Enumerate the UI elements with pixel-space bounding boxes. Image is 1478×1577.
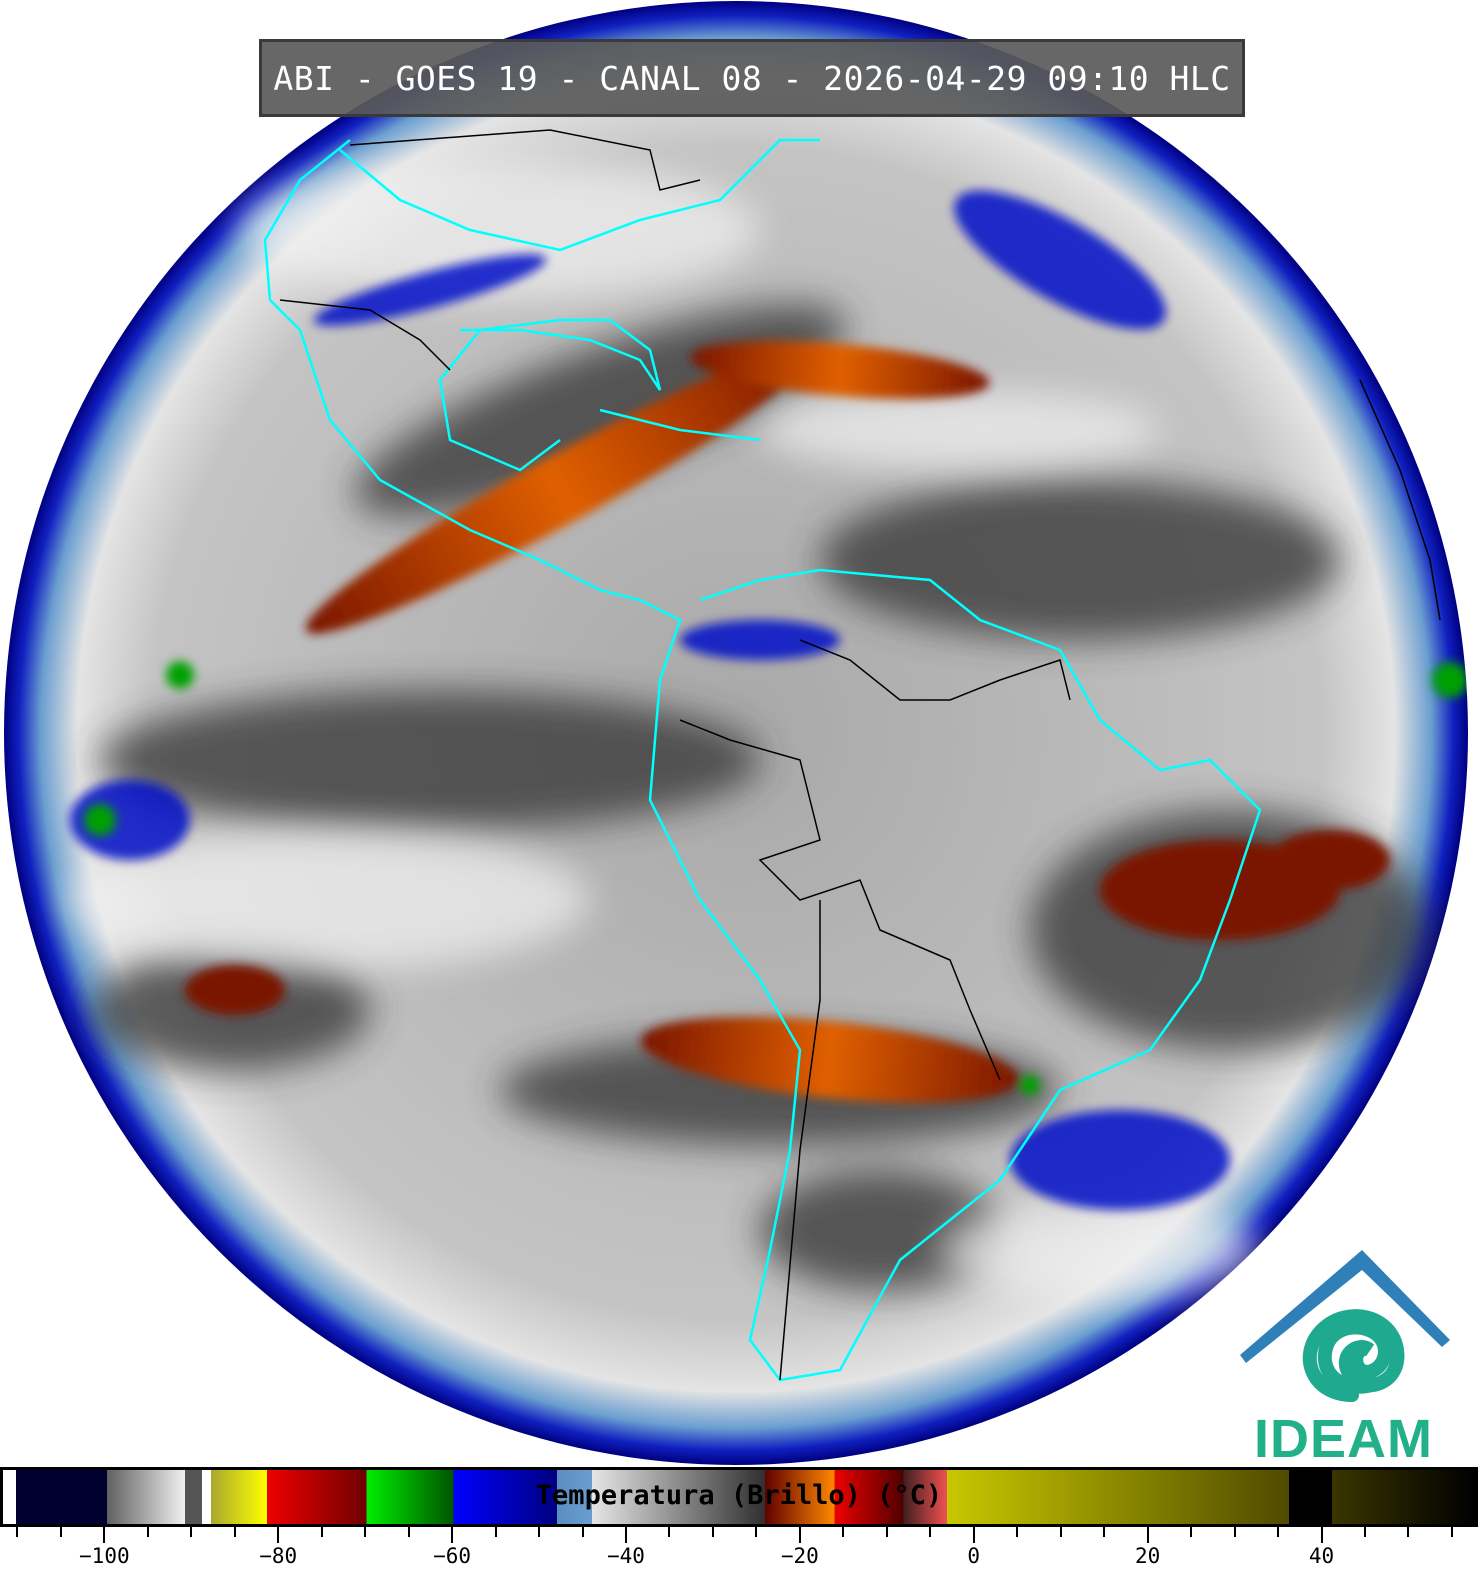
colorbar-tick (190, 1527, 193, 1537)
colorbar-tick (624, 1527, 627, 1543)
colorbar-tick (711, 1527, 714, 1537)
colorbar-tick (407, 1527, 410, 1537)
colorbar-label: Temperatura (Brillo) (°C) (535, 1480, 943, 1511)
colorbar-tick (364, 1527, 367, 1537)
colorbar-tick (842, 1527, 845, 1537)
colorbar-tick-label: −20 (780, 1544, 819, 1568)
image-title: ABI - GOES 19 - CANAL 08 - 2026-04-29 09… (259, 39, 1245, 117)
colorbar-tick-label: −100 (79, 1544, 130, 1568)
colorbar-tick (1190, 1527, 1193, 1537)
colorbar-tick (1233, 1527, 1236, 1537)
satellite-full-disk-image (4, 1, 1468, 1465)
colorbar-tick-label: 20 (1134, 1544, 1161, 1568)
colorbar-tick (1450, 1527, 1453, 1537)
colorbar-tick (16, 1527, 19, 1537)
colorbar-tick (755, 1527, 758, 1537)
colorbar-tick (1407, 1527, 1410, 1537)
colorbar-tick (538, 1527, 541, 1537)
logo-swirl-icon (1302, 1309, 1405, 1402)
colorbar-tick (885, 1527, 888, 1537)
colorbar-tick (451, 1527, 454, 1543)
colorbar-tick (233, 1527, 236, 1537)
colorbar-tick (798, 1527, 801, 1543)
colorbar-tick (494, 1527, 497, 1537)
logo-roof-icon (1240, 1250, 1450, 1363)
country-borders (279, 129, 1441, 1381)
colorbar-tick-label: −40 (607, 1544, 645, 1568)
colorbar-tick (929, 1527, 932, 1537)
colorbar-tick (103, 1527, 106, 1543)
colorbar-tick (1059, 1527, 1062, 1537)
colorbar-tick-label: −60 (433, 1544, 472, 1568)
colorbar-tick (1016, 1527, 1019, 1537)
colorbar-tick (581, 1527, 584, 1537)
colorbar-tick (146, 1527, 149, 1537)
colorbar-tick (1277, 1527, 1280, 1537)
colorbar-tick (972, 1527, 975, 1543)
colorbar-tick-label: 40 (1308, 1544, 1335, 1568)
colorbar-tick (1103, 1527, 1106, 1537)
colorbar-tick (320, 1527, 323, 1537)
ideam-logo-text: IDEAM (1254, 1409, 1433, 1469)
colorbar-tick (1320, 1527, 1323, 1543)
colorbar-ticks: −100 −80 −60 −40 −20 0 20 40 (0, 1527, 1478, 1577)
colorbar-tick (1146, 1527, 1149, 1543)
colorbar-tick (277, 1527, 280, 1543)
colorbar-tick-label: 0 (967, 1544, 981, 1568)
colorbar-tick (1363, 1527, 1366, 1537)
ideam-logo (1240, 1250, 1450, 1402)
temperature-colorbar (0, 1467, 1478, 1527)
colorbar-tick-label: −80 (259, 1544, 298, 1568)
colorbar-tick (668, 1527, 671, 1537)
colorbar-tick (59, 1527, 62, 1537)
coastlines (263, 138, 1262, 1382)
